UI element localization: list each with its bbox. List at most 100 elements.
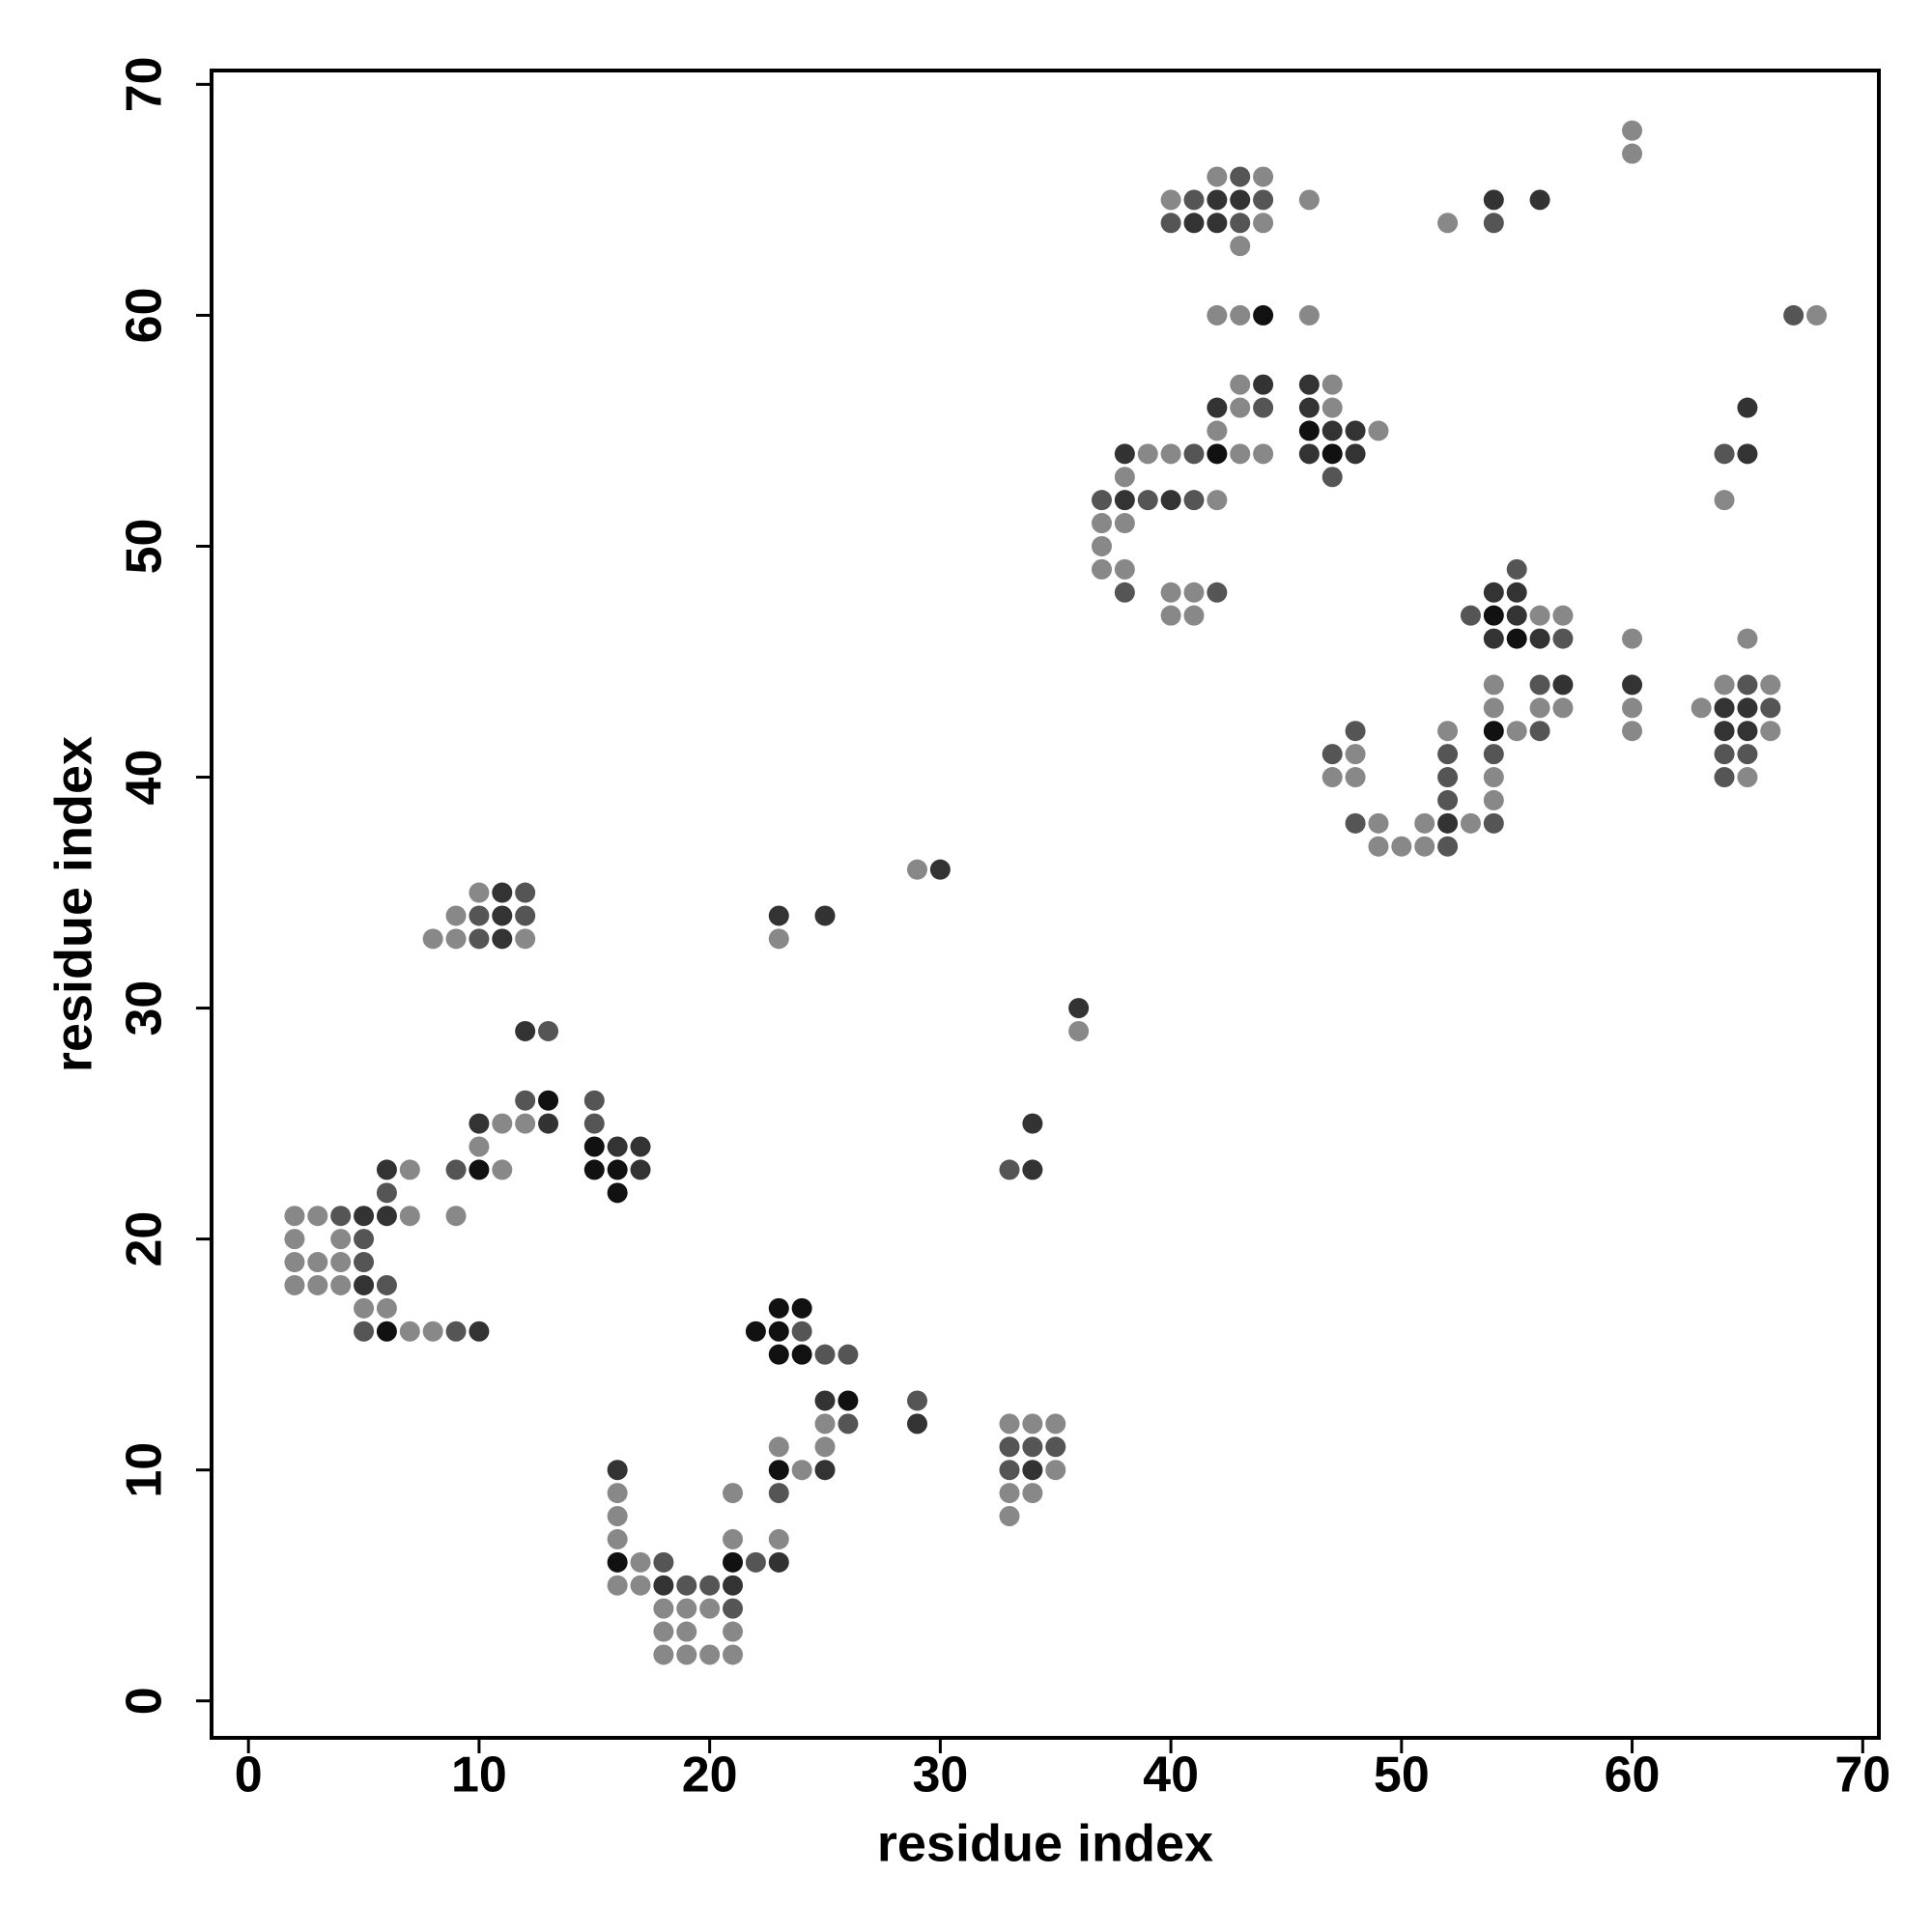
contact-point [999,1460,1020,1481]
contact-point [515,928,536,950]
contact-point [1091,558,1112,580]
contact-point [376,1321,397,1342]
x-tick-label: 0 [235,1747,263,1804]
contact-point [1298,304,1320,326]
contact-point [814,1344,836,1365]
contact-point [1160,189,1181,211]
contact-point [1183,490,1205,511]
contact-point [1207,490,1228,511]
contact-point [354,1252,375,1273]
contact-point [999,1483,1020,1504]
contact-point [999,1413,1020,1435]
contact-point [607,1551,628,1573]
contact-point [1368,836,1389,857]
contact-point [538,1113,559,1134]
contact-point [791,1321,812,1342]
contact-point [492,905,513,926]
contact-point [307,1206,328,1227]
contact-point [1460,812,1481,834]
contact-point [1714,744,1735,765]
y-tick-label: 70 [117,56,173,112]
contact-point [1114,558,1135,580]
contact-point [492,928,513,950]
contact-point [399,1159,420,1180]
y-tick-label: 0 [117,1687,173,1715]
contact-point [1253,166,1274,187]
contact-point [1622,697,1643,719]
contact-point [445,1206,467,1227]
contact-point [1091,490,1112,511]
contact-point [1737,767,1758,788]
contact-point [1552,628,1574,649]
contact-point [469,882,490,903]
contact-point [1230,213,1251,234]
contact-point [538,1020,559,1041]
contact-point [376,1182,397,1204]
contact-point [768,1483,789,1504]
contact-point [791,1344,812,1365]
contact-point [1253,189,1274,211]
contact-point [1737,397,1758,418]
contact-point [607,1182,628,1204]
contact-point [723,1551,744,1573]
contact-point [907,1390,928,1411]
contact-point [1368,812,1389,834]
contact-point [1529,628,1550,649]
contact-point [1437,744,1459,765]
contact-point [1114,582,1135,603]
contact-point [838,1344,859,1365]
contact-point [1483,789,1504,810]
contact-point [1137,490,1158,511]
contact-point [1183,605,1205,626]
contact-point [1760,721,1781,742]
contact-point [1045,1413,1066,1435]
contact-point [768,1436,789,1458]
contact-point [1483,189,1504,211]
contact-point [745,1551,766,1573]
contact-point [1114,443,1135,465]
contact-point [445,1159,467,1180]
contact-point [492,1159,513,1180]
contact-point [1506,558,1527,580]
contact-point [1207,582,1228,603]
contact-point [284,1252,305,1273]
contact-point [469,1159,490,1180]
contact-point [1529,697,1550,719]
contact-point [445,928,467,950]
contact-point [607,1575,628,1596]
contact-point [330,1274,352,1295]
contact-point [1022,1483,1043,1504]
contact-point [1345,767,1366,788]
contact-point [1321,420,1343,441]
x-tick-label: 10 [451,1747,507,1804]
contact-point [354,1274,375,1295]
contact-point [1529,721,1550,742]
contact-point [1391,836,1412,857]
x-tick-label: 50 [1374,1747,1430,1804]
contact-point [699,1644,721,1665]
x-tick-label: 70 [1834,1747,1890,1804]
contact-point [1737,744,1758,765]
contact-point [445,1321,467,1342]
contact-point [1253,374,1274,395]
y-tick-label: 60 [117,287,173,343]
contact-point [1183,189,1205,211]
contact-point [1460,605,1481,626]
contact-point [1114,467,1135,488]
contact-point [1022,1159,1043,1180]
contact-point [1737,443,1758,465]
contact-point [1552,605,1574,626]
contact-point [653,1551,674,1573]
contact-point [1114,490,1135,511]
contact-point [791,1460,812,1481]
contact-point [1437,213,1459,234]
contact-point [999,1506,1020,1527]
contact-point [1506,628,1527,649]
contact-point [354,1321,375,1342]
contact-point [1298,420,1320,441]
contact-point [676,1575,697,1596]
contact-point [1183,582,1205,603]
contact-point [1345,744,1366,765]
y-tick-label: 10 [117,1442,173,1498]
